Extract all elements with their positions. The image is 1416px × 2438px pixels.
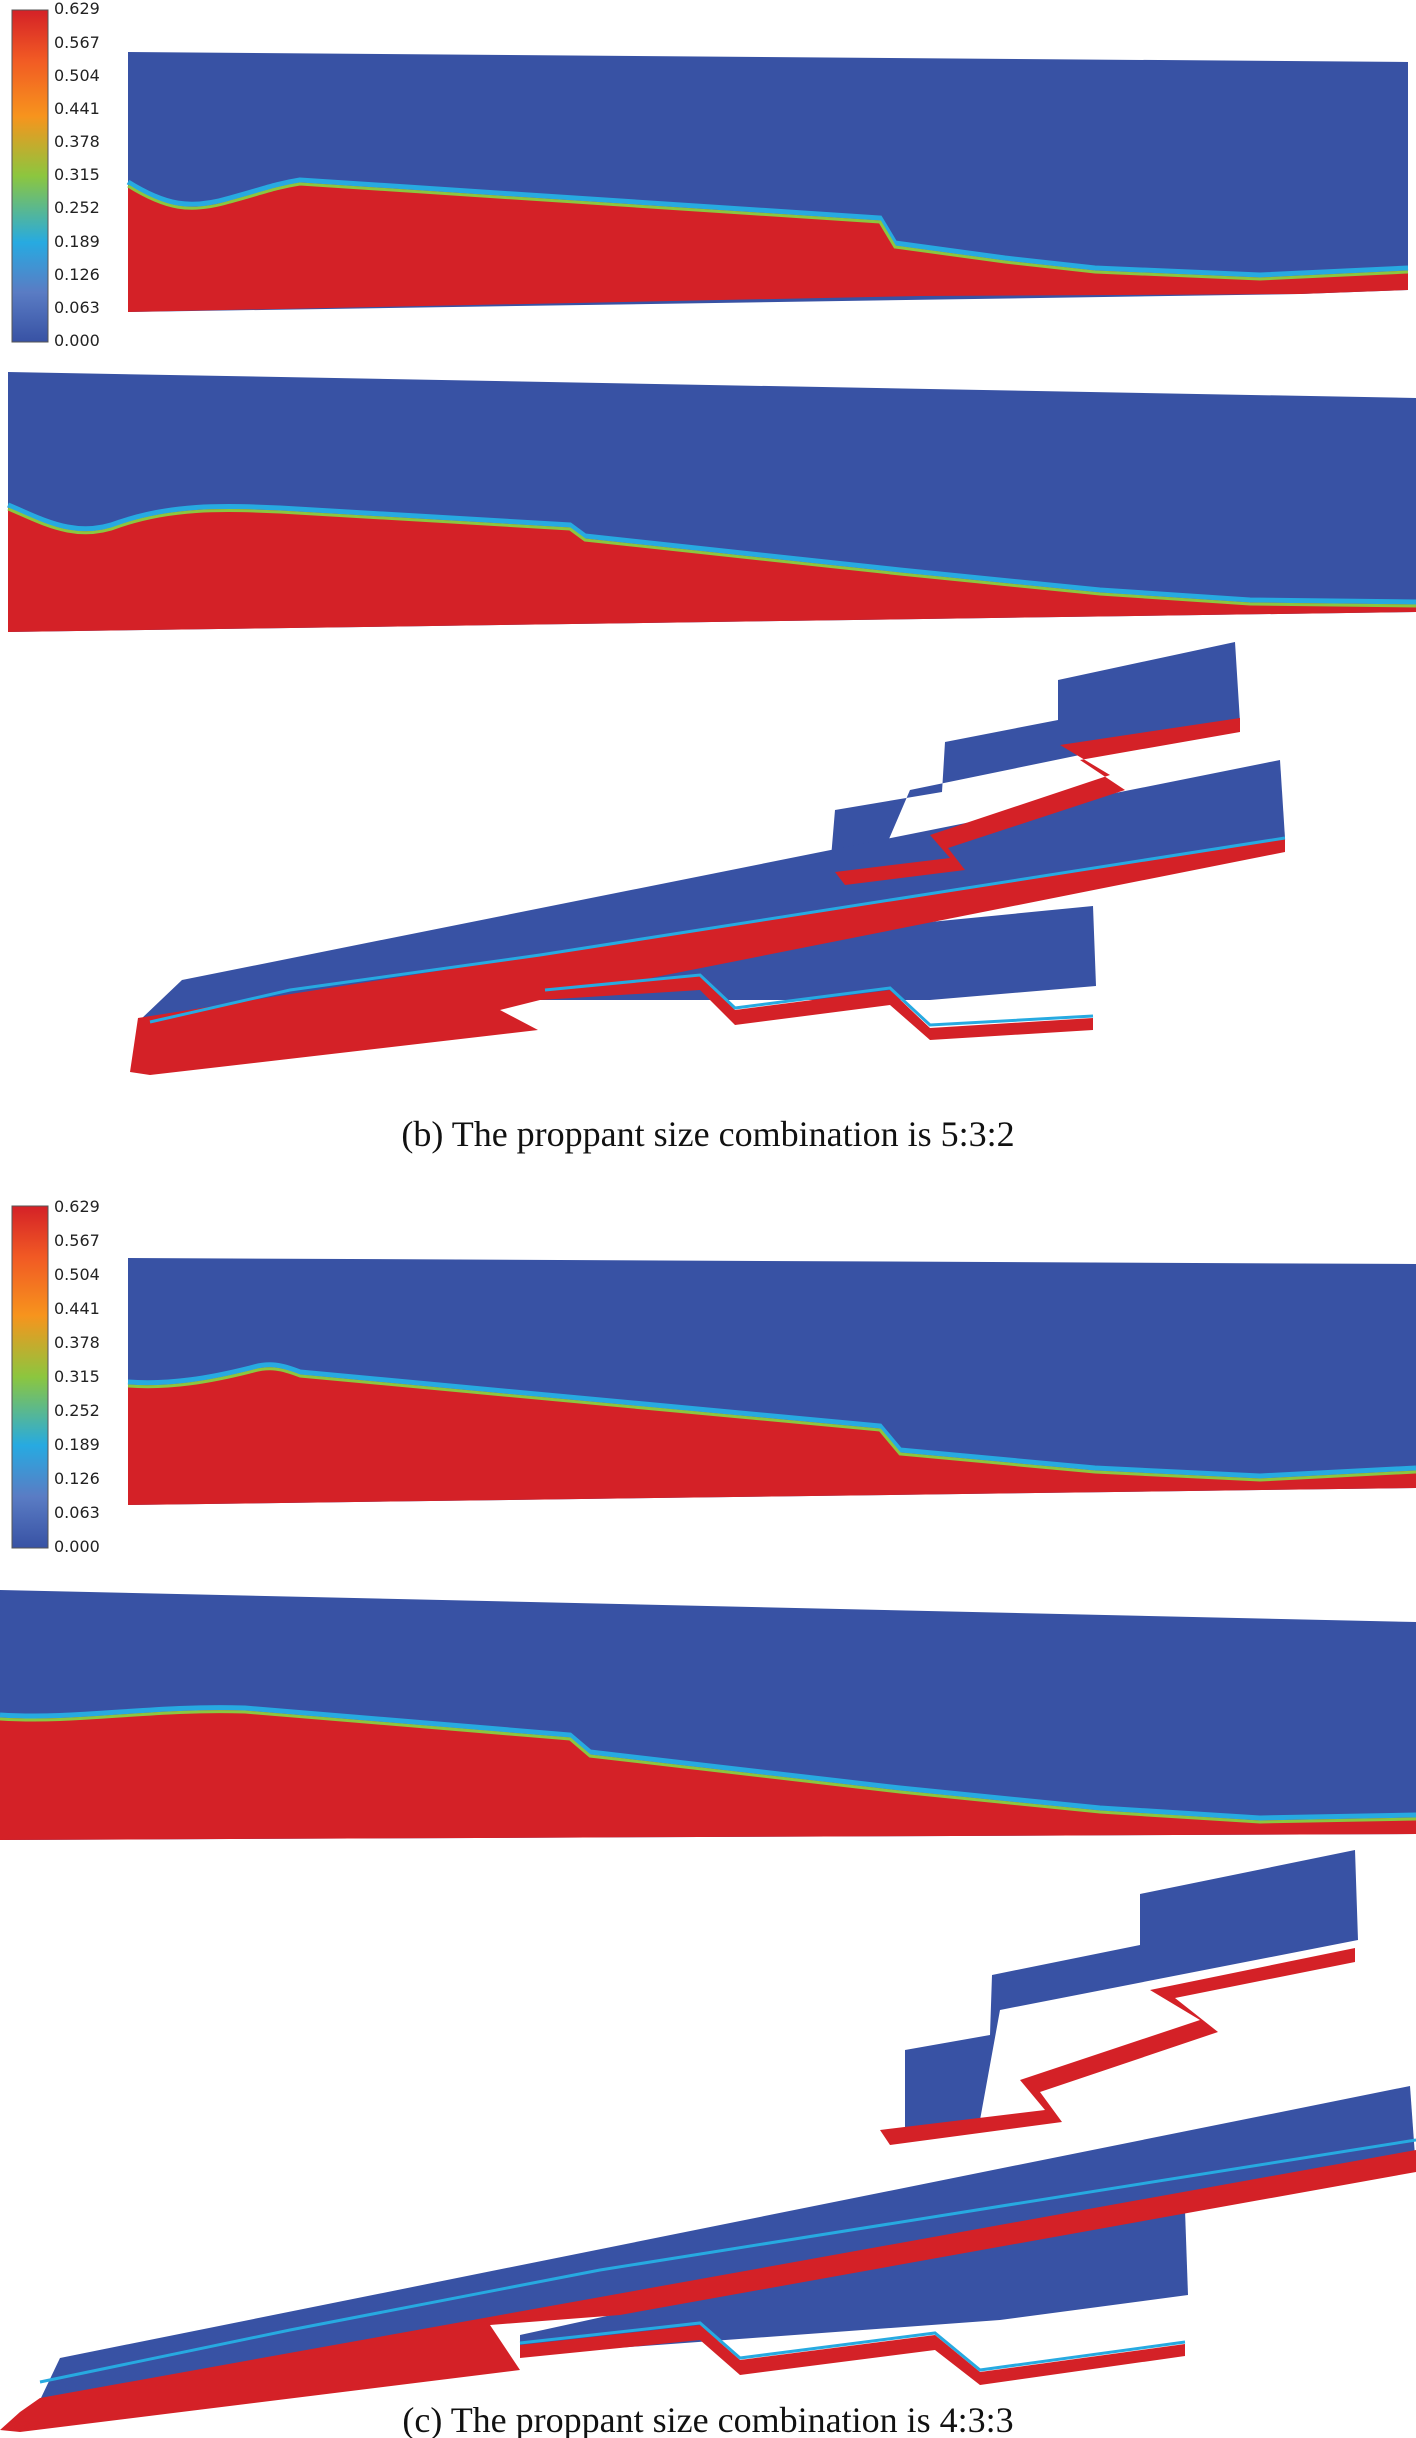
colorbar-b-scale — [11, 9, 49, 343]
network-c-lower-wing — [520, 2210, 1188, 2355]
fracture-b2-interface-glow — [7, 507, 1416, 608]
colorbar-c-tick: 0.000 — [54, 1537, 100, 1556]
colorbar-c-scale — [11, 1205, 49, 1549]
panel-b-caption: (b) The proppant size combination is 5:3… — [401, 1114, 1014, 1154]
colorbar-b-tick: 0.378 — [54, 132, 100, 151]
colorbar-c-tick: 0.504 — [54, 1265, 100, 1284]
fracture-c2-interface-glow — [0, 1710, 1416, 1824]
network-c-main-wing — [40, 2086, 1416, 2400]
colorbar-b-tick: 0.189 — [54, 232, 100, 251]
fracture-c2 — [0, 1590, 1416, 1840]
fracture-c2-interface — [0, 1705, 1416, 1821]
fracture-c1 — [127, 1258, 1416, 1505]
colorbar-c-tick: 0.252 — [54, 1401, 100, 1420]
colorbar-b-tick: 0.000 — [54, 331, 100, 350]
colorbar-c-tick: 0.378 — [54, 1333, 100, 1352]
colorbar-b-tick: 0.252 — [54, 198, 100, 217]
network-c-base-proppant — [0, 2150, 1416, 2432]
fracture-c1-interface-glow — [127, 1367, 1416, 1482]
colorbar-c-tick: 0.567 — [54, 1231, 100, 1250]
network-c-upper-wing — [905, 1850, 1358, 2135]
network-b-lower-interface — [544, 973, 1094, 1027]
fracture-network-c — [0, 1850, 1416, 2432]
colorbar-c: 0.629 0.567 0.504 0.441 0.378 0.315 0.25… — [11, 1197, 100, 1556]
fracture-b1-interface — [126, 177, 1409, 278]
colorbar-b-tick: 0.629 — [54, 0, 100, 18]
panel-c: 0.629 0.567 0.504 0.441 0.378 0.315 0.25… — [0, 1197, 1416, 2438]
network-b-lower-proppant — [540, 975, 1093, 1040]
colorbar-b: 0.629 0.567 0.504 0.441 0.378 0.315 0.25… — [11, 0, 100, 350]
colorbar-b-tick: 0.504 — [54, 66, 100, 85]
panel-c-caption: (c) The proppant size combination is 4:3… — [402, 2400, 1013, 2438]
colorbar-c-tick: 0.629 — [54, 1197, 100, 1216]
colorbar-c-tick: 0.189 — [54, 1435, 100, 1454]
colorbar-b-tick: 0.126 — [54, 265, 100, 284]
network-c-interface — [39, 2138, 1416, 2384]
colorbar-b-tick: 0.063 — [54, 298, 100, 317]
network-c-lower-interface — [519, 2321, 1186, 2372]
network-b-base-proppant — [130, 838, 1285, 1075]
fracture-network-b — [130, 642, 1286, 1075]
colorbar-b-ticks: 0.629 0.567 0.504 0.441 0.378 0.315 0.25… — [54, 0, 100, 350]
fracture-b2-proppant — [8, 505, 1416, 632]
fracture-b1 — [126, 52, 1409, 312]
fracture-c1-interface — [127, 1362, 1416, 1479]
colorbar-b-tick: 0.315 — [54, 165, 100, 184]
fracture-b2-interface — [7, 502, 1416, 605]
fracture-b2 — [7, 372, 1416, 632]
panel-b: 0.629 0.567 0.504 0.441 0.378 0.315 0.25… — [7, 0, 1416, 1154]
network-c-lower-proppant — [520, 2325, 1185, 2385]
colorbar-c-tick: 0.063 — [54, 1503, 100, 1522]
network-b-upper-proppant — [835, 718, 1240, 885]
colorbar-c-tick: 0.441 — [54, 1299, 100, 1318]
colorbar-c-tick: 0.126 — [54, 1469, 100, 1488]
colorbar-b-tick: 0.567 — [54, 33, 100, 52]
network-c-upper-proppant — [880, 1948, 1355, 2145]
colorbar-c-ticks: 0.629 0.567 0.504 0.441 0.378 0.315 0.25… — [54, 1197, 100, 1556]
network-b-upper-wing — [830, 642, 1240, 870]
fracture-b1-interface-glow — [127, 182, 1409, 281]
network-b-interface — [149, 836, 1286, 1024]
colorbar-c-tick: 0.315 — [54, 1367, 100, 1386]
fracture-b1-proppant — [128, 180, 1408, 312]
colorbar-b-tick: 0.441 — [54, 99, 100, 118]
